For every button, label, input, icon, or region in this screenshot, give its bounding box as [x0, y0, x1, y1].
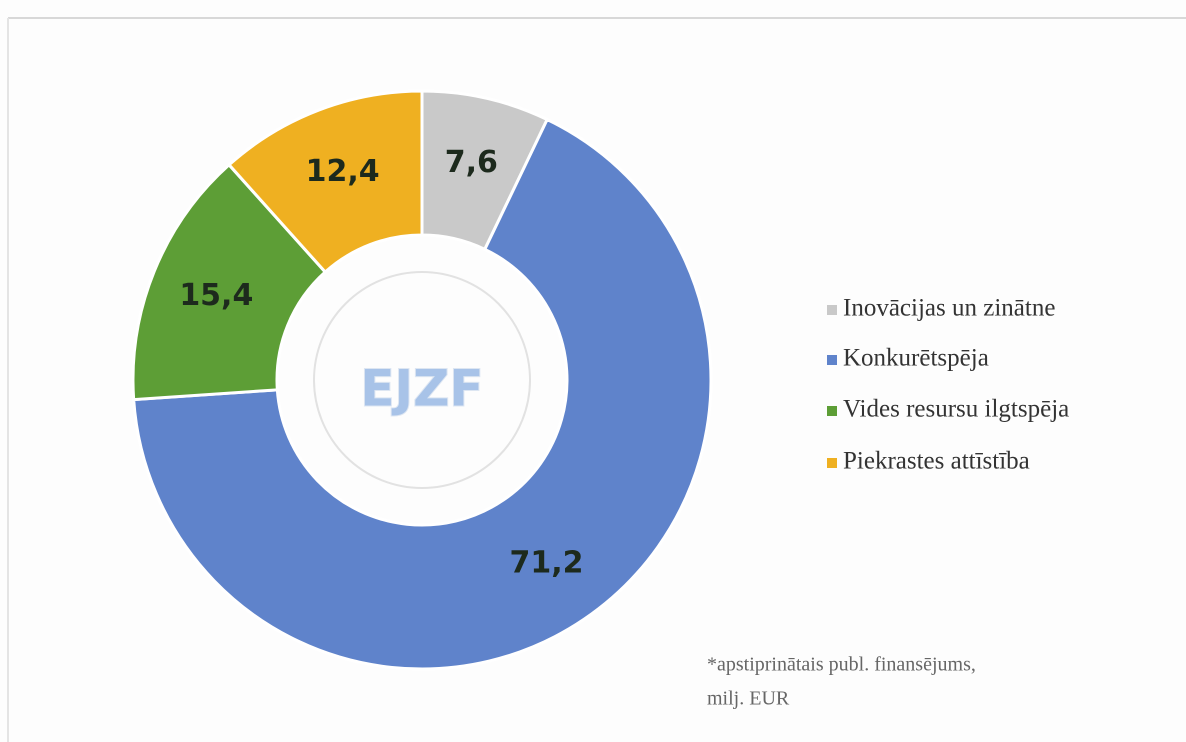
legend-swatch	[827, 355, 837, 365]
legend-swatch	[827, 406, 837, 416]
legend-swatch	[827, 305, 837, 315]
data-label: 12,4	[306, 154, 380, 189]
center-ring	[313, 271, 531, 489]
center-label: EJZF	[360, 360, 483, 418]
slice	[132, 117, 713, 671]
data-label: 7,6	[445, 145, 498, 180]
legend-label: Piekrastes attīstība	[843, 448, 1030, 475]
note-line: *apstiprinātais publ. finansējums,	[707, 654, 976, 676]
data-label: 71,2	[509, 545, 583, 580]
legend-label: Vides resursu ilgtspēja	[843, 396, 1069, 423]
data-label: 15,4	[179, 278, 253, 313]
legend-label: Konkurētspēja	[843, 345, 989, 372]
slice	[131, 162, 328, 402]
legend-label: Inovācijas un zinātne	[843, 295, 1055, 322]
note-line: milj. EUR	[707, 688, 790, 710]
legend-swatch	[827, 458, 837, 468]
slice	[226, 89, 424, 275]
donut	[131, 89, 713, 671]
